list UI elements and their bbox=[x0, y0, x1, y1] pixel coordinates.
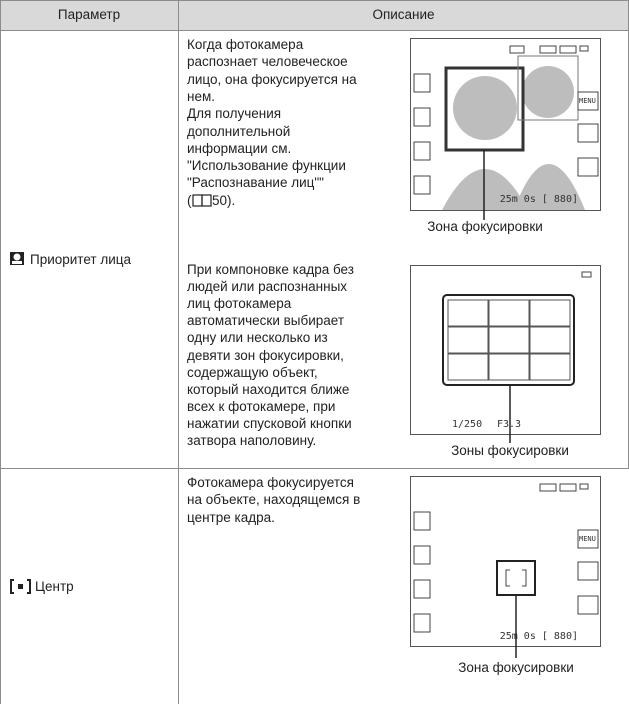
description-line: нем. bbox=[187, 88, 215, 104]
description-line: "Распознавание лиц"" bbox=[187, 175, 324, 191]
header-cell: Параметр bbox=[57, 7, 121, 22]
description-line: затвора наполовину. bbox=[187, 433, 317, 448]
description-line: распознает человеческое bbox=[187, 54, 348, 70]
description-line: дополнительной bbox=[187, 123, 291, 139]
description-line: людей или распознанных bbox=[187, 279, 348, 295]
description-line: При компоновке кадра без bbox=[187, 262, 354, 277]
header-cell: Описание bbox=[372, 7, 435, 22]
description-line: лиц фотокамера bbox=[187, 296, 292, 312]
shutter: 1/250 bbox=[452, 419, 482, 430]
description-line: девяти зон фокусировки, bbox=[187, 347, 344, 363]
face-icon bbox=[10, 252, 24, 265]
parameter: Приоритет лица bbox=[30, 252, 131, 267]
description-line: одну или несколько из bbox=[187, 330, 328, 346]
caption: Зона фокусировки bbox=[458, 660, 574, 675]
description-line: Для получения bbox=[187, 106, 282, 122]
center-icon bbox=[10, 579, 31, 594]
aperture: F3.3 bbox=[497, 419, 521, 430]
book-icon bbox=[192, 194, 212, 207]
reference: 50). bbox=[212, 193, 236, 208]
description-line: Когда фотокамера bbox=[187, 37, 304, 52]
menu-label: MENU bbox=[579, 97, 596, 105]
description-line: Фотокамера фокусируется bbox=[187, 475, 354, 490]
description-line: "Использование функции bbox=[187, 158, 346, 174]
caption: Зона фокусировки bbox=[427, 219, 543, 234]
description-line: лицо, она фокусируется на bbox=[187, 71, 357, 87]
parameter: Центр bbox=[35, 579, 74, 594]
description-line: на объекте, находящемся в bbox=[187, 492, 361, 508]
description-line: содержащую объект, bbox=[187, 364, 318, 380]
camera-screen: 1/250 F3.3 bbox=[410, 265, 601, 443]
reference: ( bbox=[187, 193, 192, 208]
status-text: 25m 0s [ 880] bbox=[500, 631, 578, 642]
header-bg bbox=[0, 0, 629, 30]
description-line: который находится ближе bbox=[187, 381, 350, 397]
description-line: автоматически выбирает bbox=[187, 313, 345, 329]
description-line: информации см. bbox=[187, 140, 292, 156]
menu-label: MENU bbox=[579, 535, 596, 543]
description-line: всех к фотокамере, при bbox=[187, 398, 336, 414]
camera-screen: MENU 25m 0s [ 880] bbox=[410, 38, 601, 220]
description-line: центре кадра. bbox=[187, 509, 275, 525]
caption: Зоны фокусировки bbox=[451, 443, 569, 458]
status-text: 25m 0s [ 880] bbox=[500, 194, 578, 205]
description-line: нажатии спусковой кнопки bbox=[187, 415, 352, 431]
camera-screen: MENU 25m 0s [ 880] bbox=[410, 476, 601, 658]
